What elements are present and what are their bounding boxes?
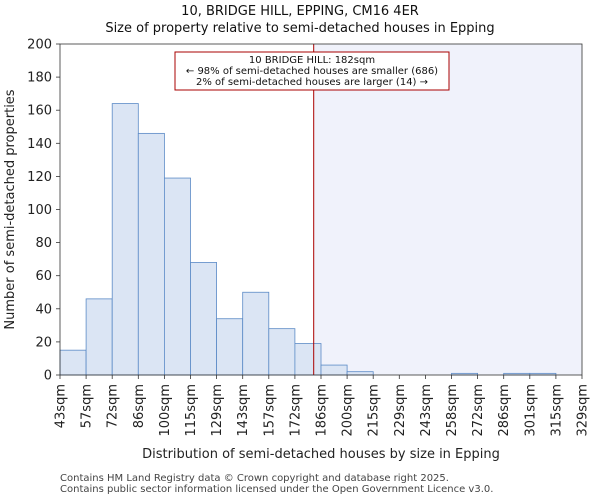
y-tick-label: 20: [35, 335, 52, 350]
footer-copyright: Contains HM Land Registry data © Crown c…: [60, 473, 449, 484]
y-tick-label: 160: [27, 104, 52, 119]
annotation-box: 10 BRIDGE HILL: 182sqm ← 98% of semi-det…: [174, 51, 450, 91]
y-axis-label: Number of semi-detached properties: [3, 89, 18, 329]
x-tick-label: 86sqm: [132, 384, 147, 428]
x-tick-label: 229sqm: [393, 384, 408, 437]
x-tick-label: 143sqm: [236, 384, 251, 437]
x-tick-label: 115sqm: [184, 384, 199, 437]
x-tick-label: 315sqm: [549, 384, 564, 437]
histogram-bar: [346, 371, 374, 376]
x-tick-label: 200sqm: [341, 384, 356, 437]
annotation-frame: [174, 51, 450, 91]
histogram-bar: [216, 318, 244, 376]
plot-frame: [59, 43, 583, 376]
x-tick-label: 329sqm: [576, 384, 591, 437]
histogram-bar: [268, 328, 296, 376]
x-tick-label: 243sqm: [419, 384, 434, 437]
histogram-bar: [320, 364, 348, 376]
y-tick-label: 80: [35, 236, 52, 251]
histogram-bar: [163, 177, 191, 376]
x-tick-label: 272sqm: [471, 384, 486, 437]
histogram-bar: [111, 103, 139, 376]
histogram-bar: [294, 343, 322, 376]
x-tick-label: 43sqm: [54, 384, 69, 428]
x-tick-label: 215sqm: [367, 384, 382, 437]
histogram-bar: [137, 132, 165, 376]
x-tick-label: 100sqm: [158, 384, 173, 437]
larger-properties-region: [313, 44, 582, 375]
y-tick-label: 140: [27, 137, 52, 152]
x-tick-label: 157sqm: [262, 384, 277, 437]
y-tick-label: 0: [44, 369, 52, 384]
y-tick-label: 200: [27, 38, 52, 53]
x-axis-label: Distribution of semi-detached houses by …: [142, 447, 500, 462]
y-tick-label: 100: [27, 203, 52, 218]
footer-licence: Contains public sector information licen…: [60, 484, 494, 495]
y-tick-label: 60: [35, 269, 52, 284]
chart-subtitle: Size of property relative to semi-detach…: [105, 21, 495, 36]
histogram-bar: [85, 298, 113, 376]
x-tick-label: 286sqm: [497, 384, 512, 437]
annotation-line-3: 2% of semi-detached houses are larger (1…: [196, 77, 428, 88]
y-tick-label: 120: [27, 170, 52, 185]
x-tick-label: 258sqm: [445, 384, 460, 437]
x-tick-label: 72sqm: [106, 384, 121, 428]
annotation-line-2: ← 98% of semi-detached houses are smalle…: [186, 66, 438, 77]
y-tick-label: 40: [35, 302, 52, 317]
y-tick-label: 180: [27, 71, 52, 86]
x-tick-label: 57sqm: [80, 384, 95, 428]
x-tick-label: 301sqm: [523, 384, 538, 437]
histogram-bar: [242, 291, 270, 376]
x-tick-label: 129sqm: [210, 384, 225, 437]
histogram-bar: [190, 262, 218, 376]
histogram-bar: [59, 349, 87, 376]
chart-title: 10, BRIDGE HILL, EPPING, CM16 4ER: [181, 4, 419, 19]
x-tick-label: 172sqm: [288, 384, 303, 437]
annotation-line-1: 10 BRIDGE HILL: 182sqm: [249, 55, 375, 66]
x-tick-label: 186sqm: [315, 384, 330, 437]
